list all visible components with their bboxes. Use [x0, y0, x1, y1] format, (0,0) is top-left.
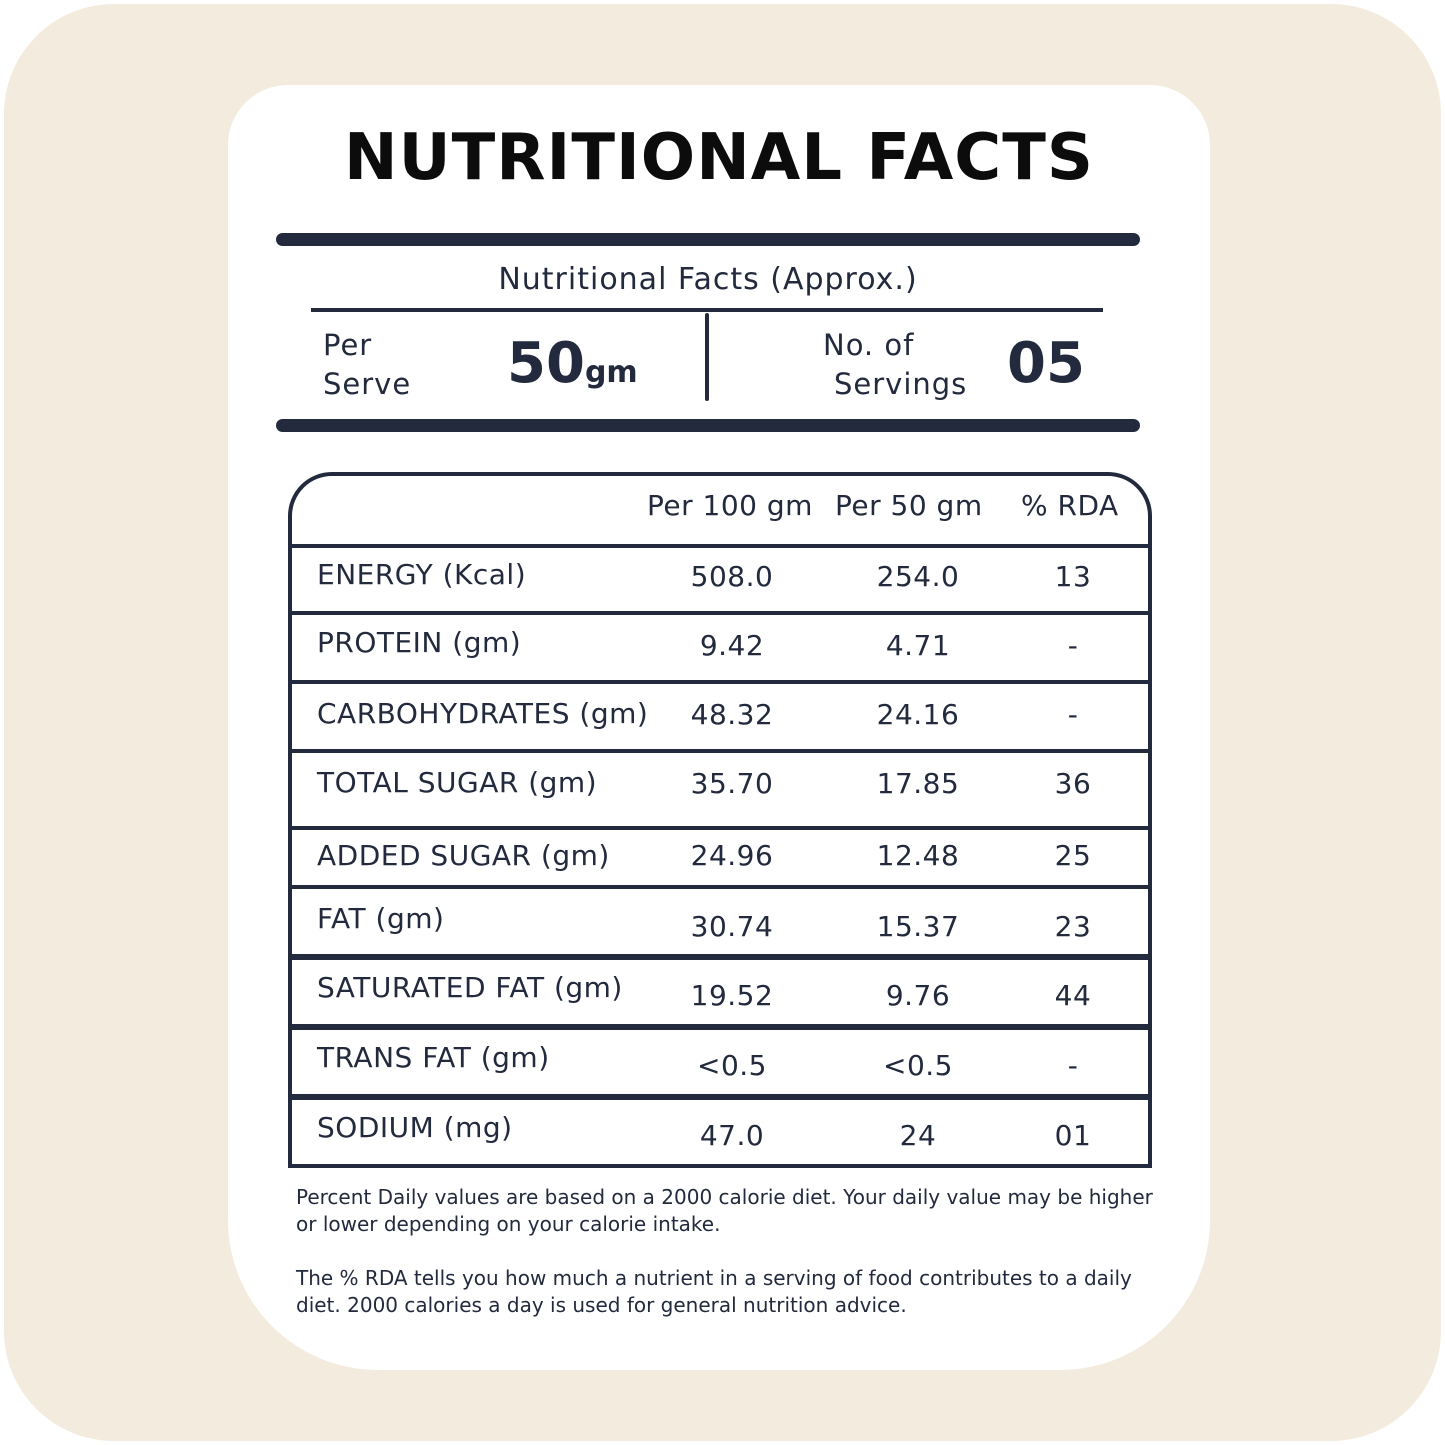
value-per-50: 4.71	[885, 629, 951, 662]
value-per-100: 9.42	[699, 629, 765, 662]
table-row: TRANS FAT (gm) <0.5 <0.5 -	[292, 1024, 1148, 1096]
table-row: SATURATED FAT (gm) 19.52 9.76 44	[292, 954, 1148, 1026]
servings-value: 05	[1007, 331, 1085, 396]
table-header: Per 100 gm Per 50 gm % RDA	[292, 476, 1148, 544]
nutrient-name: PROTEIN (gm)	[317, 626, 522, 659]
table-row: SODIUM (mg) 47.0 24 01	[292, 1094, 1148, 1166]
nutrient-name: SODIUM (mg)	[317, 1111, 513, 1144]
page-title: NUTRITIONAL FACTS	[344, 121, 1094, 195]
label-card	[228, 85, 1210, 1370]
divider-bar-top	[276, 233, 1140, 246]
servings-label: No. of Servings	[823, 326, 967, 404]
footnote-rda: The % RDA tells you how much a nutrient …	[296, 1266, 1132, 1317]
value-rda: 13	[1054, 560, 1092, 593]
table-row: FAT (gm) 30.74 15.37 23	[292, 885, 1148, 955]
table-row: PROTEIN (gm) 9.42 4.71 -	[292, 611, 1148, 681]
value-rda: -	[1067, 629, 1079, 662]
value-rda: 36	[1054, 767, 1092, 800]
table-row: CARBOHYDRATES (gm) 48.32 24.16 -	[292, 680, 1148, 750]
value-per-100: 30.74	[690, 910, 774, 943]
nutrient-name: CARBOHYDRATES (gm)	[317, 697, 649, 730]
per-serve-number: 50	[507, 331, 585, 396]
divider-line	[311, 308, 1103, 312]
value-per-50: 15.37	[876, 910, 960, 943]
value-per-50: 254.0	[876, 560, 960, 593]
header-per-100: Per 100 gm	[647, 489, 813, 522]
table-row: TOTAL SUGAR (gm) 35.70 17.85 36	[292, 749, 1148, 829]
value-per-100: 508.0	[690, 560, 774, 593]
per-serve-label: Per Serve	[323, 326, 411, 404]
value-rda: -	[1067, 1049, 1079, 1082]
subtitle: Nutritional Facts (Approx.)	[498, 262, 918, 297]
servings-label-line2: Servings	[834, 367, 968, 401]
per-serve-label-line2: Serve	[323, 367, 412, 401]
servings-label-line1: No. of	[823, 328, 915, 362]
header-per-50: Per 50 gm	[835, 489, 983, 522]
nutrient-name: ADDED SUGAR (gm)	[317, 839, 610, 872]
divider-vertical	[705, 313, 709, 401]
footnote-daily-values: Percent Daily values are based on a 2000…	[296, 1185, 1153, 1236]
nutrient-name: FAT (gm)	[317, 902, 445, 935]
value-rda: 01	[1054, 1119, 1092, 1152]
nutrient-name: TRANS FAT (gm)	[317, 1041, 550, 1074]
value-rda: 23	[1054, 910, 1092, 943]
nutrient-name: ENERGY (Kcal)	[317, 558, 527, 591]
value-per-100: 24.96	[690, 839, 774, 872]
per-serve-label-line1: Per	[323, 328, 373, 362]
value-rda: -	[1067, 698, 1079, 731]
value-per-50: 17.85	[876, 767, 960, 800]
value-per-100: 19.52	[690, 979, 774, 1012]
nutrient-name: SATURATED FAT (gm)	[317, 971, 623, 1004]
value-per-100: 35.70	[690, 767, 774, 800]
value-per-100: <0.5	[697, 1049, 767, 1082]
per-serve-unit: gm	[584, 355, 638, 390]
value-rda: 25	[1054, 839, 1092, 872]
header-rda: % RDA	[1021, 489, 1119, 522]
nutrition-table: Per 100 gm Per 50 gm % RDA ENERGY (Kcal)…	[288, 472, 1152, 1168]
table-row: ADDED SUGAR (gm) 24.96 12.48 25	[292, 826, 1148, 887]
value-per-50: <0.5	[883, 1049, 953, 1082]
nutrient-name: TOTAL SUGAR (gm)	[317, 766, 598, 799]
value-rda: 44	[1054, 979, 1092, 1012]
value-per-100: 47.0	[699, 1119, 765, 1152]
value-per-100: 48.32	[690, 698, 774, 731]
value-per-50: 24.16	[876, 698, 960, 731]
value-per-50: 12.48	[876, 839, 960, 872]
value-per-50: 9.76	[885, 979, 951, 1012]
per-serve-value: 50gm	[507, 332, 638, 405]
divider-bar-bottom	[276, 419, 1140, 432]
table-row: ENERGY (Kcal) 508.0 254.0 13	[292, 544, 1148, 614]
value-per-50: 24	[899, 1119, 937, 1152]
